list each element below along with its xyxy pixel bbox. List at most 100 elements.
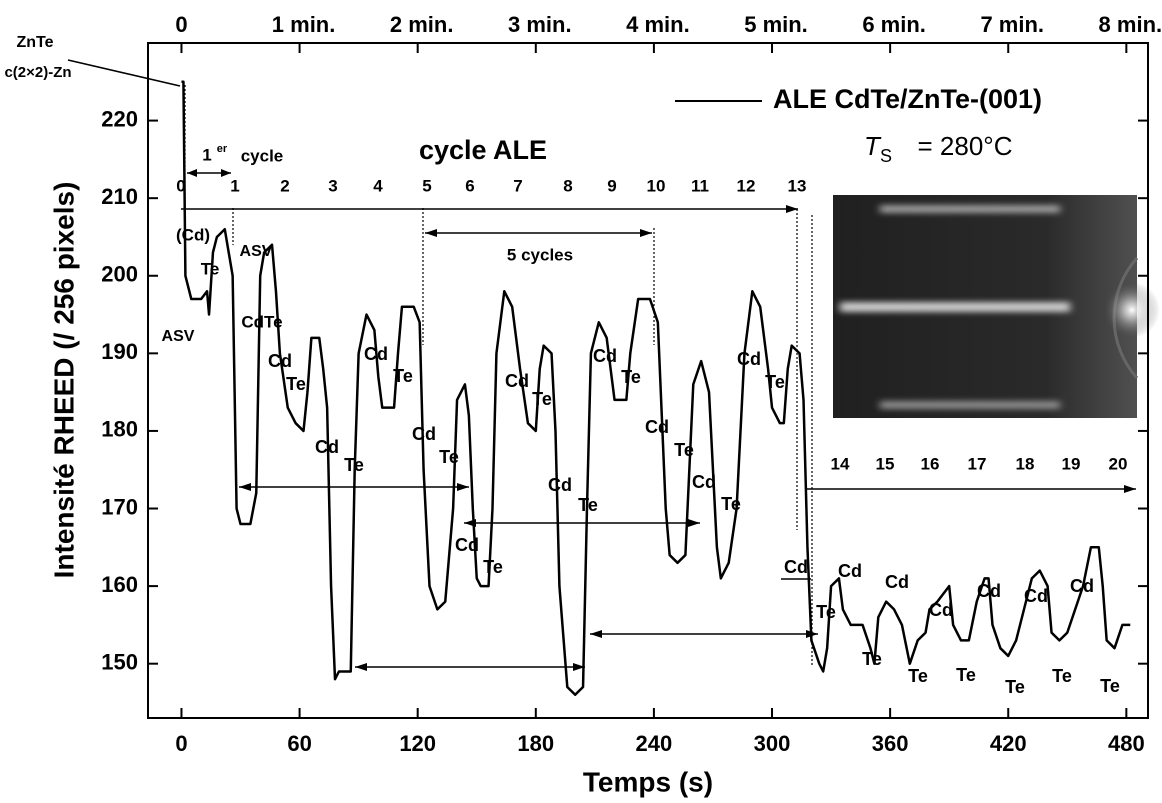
- cycle-number: 12: [737, 176, 756, 195]
- annotation: Cd: [692, 472, 716, 492]
- cycle-number: 17: [968, 454, 987, 473]
- x2-tick-label: 3 min.: [508, 12, 572, 37]
- cycle-number: 2: [280, 176, 289, 195]
- cycle-number: 8: [563, 176, 572, 195]
- legend-label: ALE CdTe/ZnTe-(001): [773, 84, 1042, 114]
- annotation: Te: [674, 440, 694, 460]
- x-tick-label: 120: [399, 731, 436, 756]
- annotation: Cd: [548, 475, 572, 495]
- annotation: Cd: [784, 557, 808, 577]
- y-tick-label: 160: [101, 572, 138, 597]
- annotation: Cd: [1024, 586, 1048, 606]
- annotation: Cd: [885, 572, 909, 592]
- x-tick-label: 60: [287, 731, 311, 756]
- annotation: Cd: [977, 581, 1001, 601]
- annotation: Cd: [593, 346, 617, 366]
- cycle-number: 11: [691, 176, 709, 195]
- cycle-number: 0: [176, 176, 185, 195]
- x-tick-label: 180: [517, 731, 554, 756]
- annotation: Te: [1005, 677, 1025, 697]
- cycle-number: 3: [328, 176, 337, 195]
- annotation: cycle ALE: [419, 135, 547, 165]
- cycle-number: 18: [1016, 454, 1035, 473]
- annotation: Te: [578, 495, 598, 515]
- x2-tick-label: 8 min.: [1099, 12, 1162, 37]
- annotation: Te: [721, 494, 741, 514]
- x-tick-label: 480: [1108, 731, 1145, 756]
- annotation: Te: [439, 447, 459, 467]
- y-tick-label: 190: [101, 339, 138, 364]
- annotation: Cd: [1070, 576, 1094, 596]
- cycle-number: 13: [788, 176, 807, 195]
- rheed-inset: [833, 195, 1160, 418]
- x2-tick-label: 7 min.: [980, 12, 1044, 37]
- annotation: 1: [202, 145, 211, 164]
- cycle-number: 19: [1062, 454, 1081, 473]
- annotation: ASV: [162, 328, 195, 345]
- x2-tick-label: 5 min.: [744, 12, 808, 37]
- cycle-number: 1: [230, 176, 239, 195]
- y-tick-label: 180: [101, 417, 138, 442]
- annotation: Cd: [505, 371, 529, 391]
- annotation: Te: [286, 374, 306, 394]
- y-tick-label: 200: [101, 262, 138, 287]
- x-tick-label: 420: [990, 731, 1027, 756]
- x2-tick-label: 0: [175, 12, 187, 37]
- annotation: Te: [765, 372, 785, 392]
- annotation: Cd: [315, 437, 339, 457]
- annotation: Te: [201, 259, 220, 278]
- x2-tick-label: 4 min.: [626, 12, 690, 37]
- annotation: CdTe: [241, 312, 282, 331]
- y-axis-title: Intensité RHEED (/ 256 pixels): [48, 182, 79, 579]
- data-line: [181, 80, 1131, 696]
- annotation: Te: [532, 389, 552, 409]
- annotation: Cd: [929, 600, 953, 620]
- x-tick-label: 0: [175, 731, 187, 756]
- cycle-number: 5: [422, 176, 431, 195]
- x2-tick-label: 6 min.: [862, 12, 926, 37]
- annotation: Cd: [268, 351, 292, 371]
- cycle-number: 20: [1109, 454, 1128, 473]
- annotation: ASV: [240, 243, 273, 260]
- annotation: cycle: [241, 146, 284, 165]
- x-tick-label: 300: [754, 731, 791, 756]
- y-tick-label: 210: [101, 184, 138, 209]
- annotation: T: [864, 131, 882, 161]
- annotation: Te: [393, 366, 413, 386]
- cycle-number: 7: [513, 176, 522, 195]
- annotation: Te: [1100, 676, 1120, 696]
- annotation: Cd: [412, 424, 436, 444]
- x2-tick-label: 2 min.: [390, 12, 454, 37]
- annotation: Te: [344, 455, 364, 475]
- annotation: Te: [483, 557, 503, 577]
- y-tick-label: 150: [101, 650, 138, 675]
- annotation: Cd: [364, 344, 388, 364]
- annotation: = 280°C: [918, 131, 1013, 161]
- annotation: Te: [908, 666, 928, 686]
- annotation: Cd: [645, 417, 669, 437]
- annotation: Te: [862, 649, 882, 669]
- cycle-number: 10: [647, 176, 666, 195]
- annotation: Te: [1052, 666, 1072, 686]
- annotation: Te: [621, 367, 641, 387]
- annotation: Te: [956, 665, 976, 685]
- annotation: ZnTe: [16, 34, 53, 51]
- plot-frame: [147, 42, 1149, 719]
- y-tick-label: 170: [101, 494, 138, 519]
- cycle-number: 15: [876, 454, 895, 473]
- annotation: Cd: [737, 349, 761, 369]
- x-tick-label: 360: [872, 731, 909, 756]
- annotation: er: [217, 143, 228, 155]
- x2-tick-label: 1 min.: [272, 12, 336, 37]
- x-axis-title: Temps (s): [583, 766, 713, 797]
- cycle-number: 9: [607, 176, 616, 195]
- cycle-number: 16: [921, 454, 940, 473]
- y-tick-label: 220: [101, 106, 138, 131]
- cycle-number: 6: [465, 176, 474, 195]
- annotation: S: [880, 146, 892, 166]
- x-tick-label: 240: [636, 731, 673, 756]
- annotation-lines: [67, 59, 1136, 671]
- annotation: Cd: [455, 535, 479, 555]
- cycle-number: 14: [831, 454, 850, 473]
